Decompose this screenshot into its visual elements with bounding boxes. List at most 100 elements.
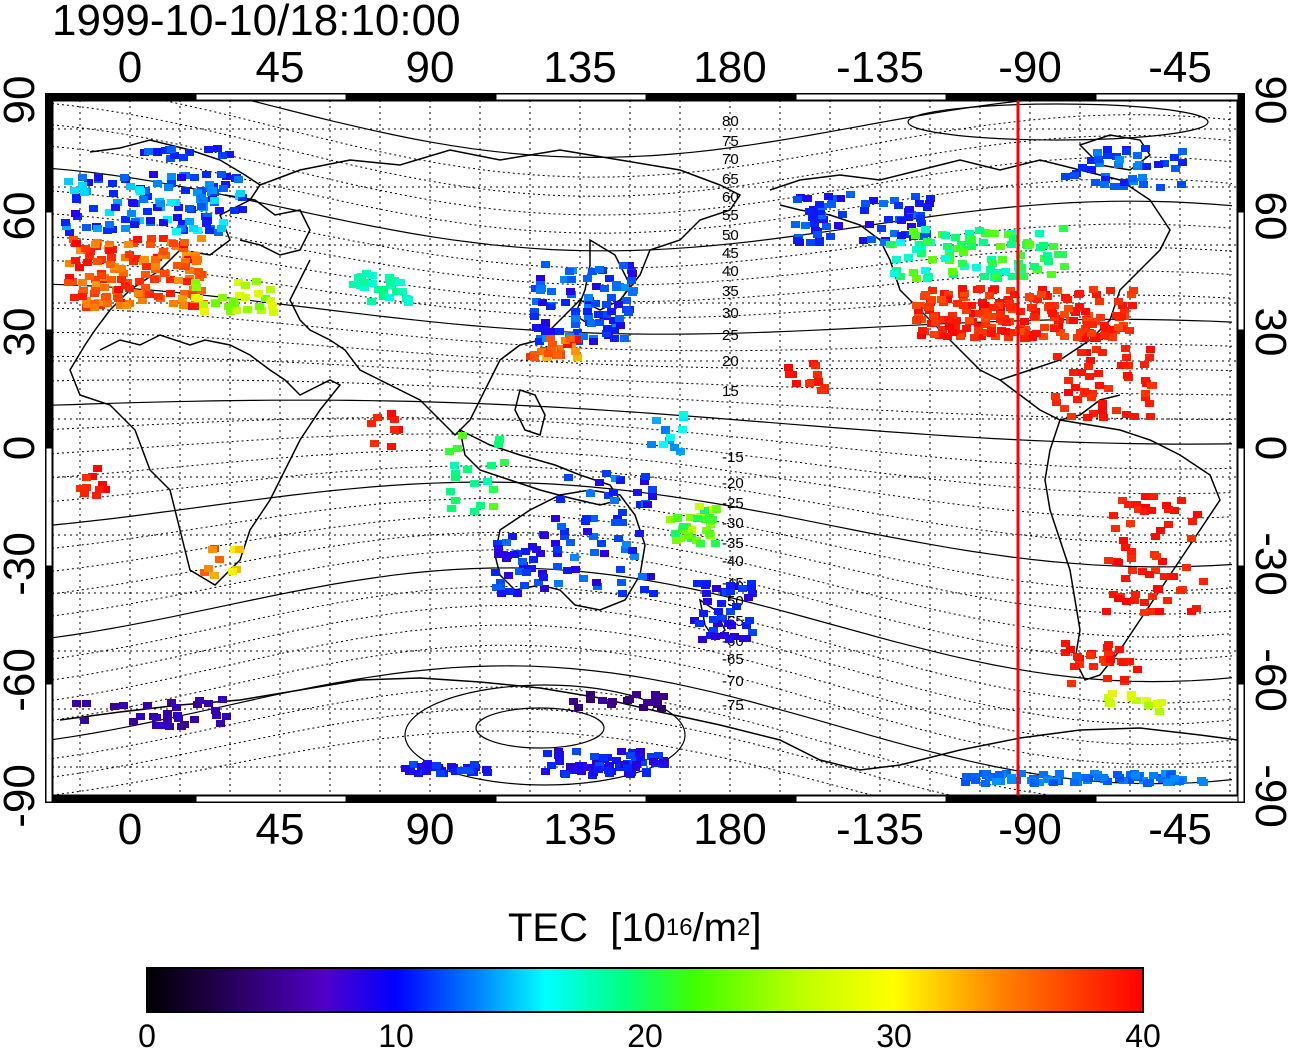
tec-cell (1114, 324, 1123, 331)
tec-cell (727, 622, 736, 629)
tec-cell (1085, 373, 1094, 380)
tec-cell (979, 239, 988, 246)
top-lon-tick-label: -90 (998, 43, 1062, 92)
contour-line (52, 585, 1233, 704)
tec-cell (909, 269, 918, 276)
tec-cell (200, 569, 209, 576)
tec-cell (616, 566, 625, 573)
tec-cell (554, 580, 563, 587)
top-lon-tick-label: 90 (406, 43, 455, 92)
tec-cell (208, 187, 217, 194)
tec-cell (1025, 241, 1034, 248)
tec-cell (170, 152, 179, 159)
tec-cell (620, 284, 629, 291)
tec-cell (1121, 345, 1130, 352)
tec-cell (1128, 302, 1137, 309)
tec-cell (159, 219, 168, 226)
tec-cell (133, 236, 142, 243)
contour-line (52, 531, 1233, 638)
tec-cell (1132, 501, 1141, 508)
tec-cell (810, 220, 819, 227)
tec-cell (1008, 273, 1017, 280)
tec-cell (1140, 361, 1149, 368)
axis-bar-segment (795, 795, 947, 803)
tec-cell (218, 152, 227, 159)
axis-bar-segment (45, 329, 53, 449)
tec-cell (254, 290, 263, 297)
tec-cell (609, 317, 618, 324)
tec-cell (71, 210, 80, 217)
tec-cell (1086, 357, 1095, 364)
tec-cell (981, 321, 990, 328)
tec-cell (97, 272, 106, 279)
right-lat-tick-label: -30 (1246, 532, 1292, 596)
tec-cell (534, 579, 543, 586)
tec-cell (1087, 330, 1096, 337)
contour-label: 60 (722, 189, 739, 206)
tec-cell (447, 763, 456, 770)
tec-cell (107, 254, 116, 261)
bottom-lon-tick-label: 0 (118, 805, 142, 854)
tec-cell (1095, 160, 1104, 167)
tec-cell (108, 180, 117, 187)
tec-cell (197, 235, 206, 242)
tec-cell (172, 704, 181, 711)
left-lat-tick-label: -90 (0, 764, 44, 828)
contour-label: -75 (722, 697, 744, 714)
tec-cell (985, 292, 994, 299)
contour-line (52, 433, 1233, 495)
tec-cell (616, 477, 625, 484)
tec-cell (236, 190, 245, 197)
tec-cell (628, 270, 637, 277)
tec-cell (219, 219, 228, 226)
tec-cell (1178, 148, 1187, 155)
tec-cell (515, 568, 524, 575)
tec-cell (1140, 609, 1149, 616)
tec-cell (94, 174, 103, 181)
tec-cell (1043, 776, 1052, 783)
tec-cell (718, 615, 727, 622)
tec-cell (189, 225, 198, 232)
tec-cell (651, 696, 660, 703)
tec-cell (1081, 308, 1090, 315)
tec-cell (1035, 779, 1044, 786)
tec-cell (1001, 328, 1010, 335)
tec-cell (103, 300, 112, 307)
tec-cell (1004, 334, 1013, 341)
tec-cell (614, 535, 623, 542)
tec-cell (592, 758, 601, 765)
tec-cell (548, 328, 557, 335)
tec-cell (89, 205, 98, 212)
tec-cell (612, 757, 621, 764)
axis-bar-segment (345, 795, 497, 803)
tec-cell (1149, 493, 1158, 500)
tec-cell (555, 328, 564, 335)
tec-cell (1060, 333, 1069, 340)
tec-cell (185, 205, 194, 212)
tec-cell (1193, 511, 1202, 518)
tec-cell (107, 276, 116, 283)
tec-cell (64, 279, 73, 286)
tec-cell (914, 307, 923, 314)
axis-bar-segment (45, 683, 53, 803)
tec-cell (676, 448, 685, 455)
tec-cell (180, 239, 189, 246)
tec-cell (923, 275, 932, 282)
tec-cell (1199, 578, 1208, 585)
tec-cell (1156, 184, 1165, 191)
tec-cell (948, 312, 957, 319)
tec-cell (387, 410, 396, 417)
tec-cell (696, 540, 705, 547)
tec-cell (541, 319, 550, 326)
tec-cell (880, 239, 889, 246)
tec-cell (445, 448, 454, 455)
tec-cell (1081, 325, 1090, 332)
contour-oval-south-inner (475, 707, 605, 749)
tec-cell (1151, 533, 1160, 540)
tec-cell (204, 700, 213, 707)
tec-cell (544, 350, 553, 357)
tec-cell (1152, 553, 1161, 560)
tec-cell (541, 768, 550, 775)
tec-cell (174, 277, 183, 284)
tec-cell (742, 622, 751, 629)
